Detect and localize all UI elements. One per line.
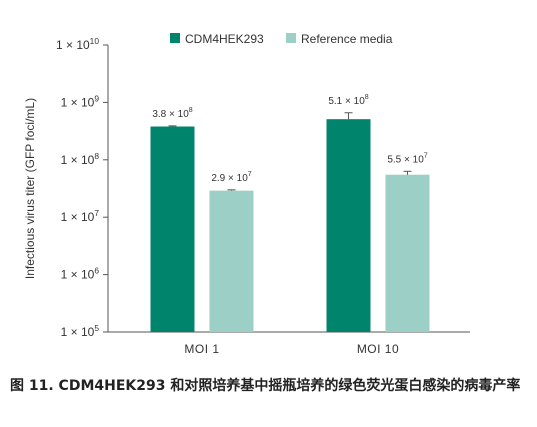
legend-swatch: [170, 33, 180, 43]
y-tick-label: 1 × 1010: [56, 36, 99, 52]
y-tick-label: 1 × 107: [61, 208, 100, 224]
data-label: 3.8 × 108: [152, 107, 192, 120]
y-tick-label: 1 × 105: [61, 323, 100, 339]
x-tick-label: MOI 1: [184, 342, 219, 356]
legend-label: Reference media: [301, 32, 393, 46]
y-tick-label: 1 × 109: [61, 93, 100, 109]
data-label: 5.5 × 107: [387, 152, 427, 165]
bar: [150, 126, 195, 333]
y-tick-label: 1 × 106: [61, 266, 100, 282]
bar: [209, 190, 254, 332]
legend-swatch: [286, 33, 296, 43]
x-tick-label: MOI 10: [357, 342, 399, 356]
bar: [385, 174, 430, 332]
data-label: 2.9 × 107: [211, 171, 251, 184]
y-tick-label: 1 × 108: [61, 151, 100, 167]
bar-chart: 1 × 105 1 × 106 1 × 107 1 × 108 1 × 109 1 × 1…: [23, 32, 470, 356]
bar: [326, 119, 371, 332]
legend-label: CDM4HEK293: [185, 32, 264, 46]
chart-container: 1 × 105 1 × 106 1 × 107 1 × 108 1 × 109 1 × 1…: [23, 32, 470, 356]
y-axis-label: Infectious virus titer (GFP foci/mL): [23, 98, 37, 279]
figure-caption: 图 11. CDM4HEK293 和对照培养基中摇瓶培养的绿色荧光蛋白感染的病毒…: [10, 378, 521, 394]
data-label: 5.1 × 108: [328, 94, 368, 107]
